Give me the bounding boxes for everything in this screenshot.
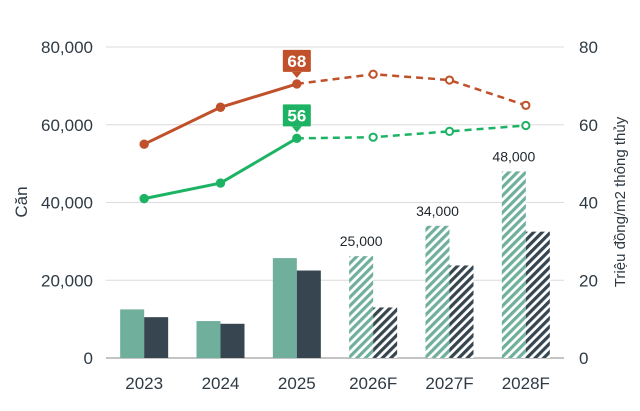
bar-series-2 [373,307,398,358]
bar-series-1 [425,225,450,358]
left-tick-label: 40,000 [41,194,93,213]
line-series-2-actual [143,137,298,201]
bar-series-2 [220,323,245,358]
line-point [444,126,455,136]
callout-label: 68 [287,52,306,71]
line-series-2-forecast [296,124,526,140]
right-tick-label: 40 [579,194,598,213]
callout-label: 56 [287,106,306,125]
line-point [139,193,149,204]
x-tick-label: 2023 [125,374,163,393]
callout-box [282,104,311,127]
bar-series-2 [449,265,474,358]
bar-series-1 [120,309,145,358]
line-point [139,139,149,149]
line-point [215,102,226,112]
bar-value-label: 48,000 [492,148,535,164]
line-point [368,132,378,142]
callout-pointer [291,71,302,78]
bar-value-label: 34,000 [416,203,459,219]
bar-series-1 [196,321,221,358]
left-tick-label: 0 [84,349,93,368]
bar-series-1 [501,171,526,358]
line-series-1-actual [143,82,298,146]
left-tick-label: 60,000 [41,116,93,135]
left-tick-label: 80,000 [41,38,93,57]
bar-series-1 [349,256,374,358]
bar-series-2 [525,231,550,358]
bar-value-label: 25,000 [340,233,383,249]
line-point [292,133,302,144]
bar-series-1 [272,258,297,358]
right-tick-label: 20 [579,271,598,290]
line-point [215,178,226,188]
left-tick-label: 20,000 [41,271,93,290]
right-tick-label: 0 [579,349,588,368]
x-tick-label: 2027F [425,374,473,393]
line-point [521,100,531,110]
line-point [292,79,302,89]
bar-series-2 [296,270,321,358]
line-point [444,75,455,85]
right-tick-label: 80 [579,38,598,57]
x-tick-label: 2028F [502,374,550,393]
line-point [521,120,531,131]
x-tick-label: 2024 [202,374,240,393]
callout-pointer [291,126,302,133]
line-point [368,69,378,79]
right-axis-title: Triệu đồng/m2 thông thủy [612,116,629,287]
left-axis-title: Căn [12,186,31,217]
x-tick-label: 2026F [349,374,397,393]
callout-box [282,49,311,72]
x-tick-label: 2025 [278,374,316,393]
line-series-1-forecast [296,72,527,107]
right-tick-label: 60 [579,116,598,135]
bar-series-2 [144,317,169,358]
